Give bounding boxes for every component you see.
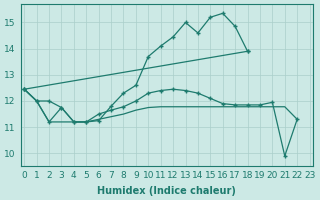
X-axis label: Humidex (Indice chaleur): Humidex (Indice chaleur): [98, 186, 236, 196]
